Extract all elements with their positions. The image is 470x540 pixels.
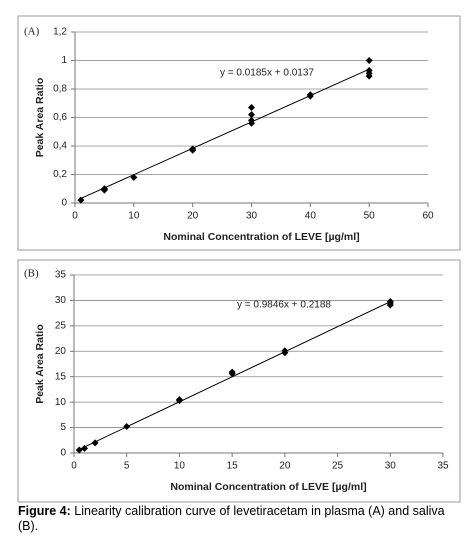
data-point — [365, 57, 373, 64]
y-tick-label: 10 — [55, 397, 67, 408]
data-point — [386, 297, 394, 305]
x-tick-label: 5 — [124, 461, 130, 472]
x-axis-title: Nominal Concentration of LEVE [µg/ml] — [170, 481, 366, 493]
equation: y = 0.0185x + 0.0137 — [220, 68, 314, 79]
y-tick-label: 1 — [61, 55, 67, 66]
x-tick-label: 20 — [187, 211, 199, 222]
x-tick-label: 10 — [128, 211, 140, 222]
y-tick-label: 1,2 — [53, 27, 67, 38]
data-point — [306, 91, 314, 99]
x-tick-label: 60 — [422, 211, 434, 222]
data-point — [281, 347, 289, 355]
y-tick-label: 15 — [55, 371, 67, 382]
x-tick-label: 10 — [174, 461, 186, 472]
caption: Figure 4: Linearity calibration curve of… — [18, 504, 458, 534]
y-tick-label: 20 — [55, 346, 67, 357]
data-point — [365, 66, 373, 74]
data-point — [75, 446, 83, 454]
panel-frame — [17, 259, 461, 503]
x-tick-label: 30 — [385, 461, 397, 472]
caption-label: Figure 4: — [18, 504, 71, 518]
x-tick-label: 0 — [72, 211, 78, 222]
x-tick-label: 35 — [437, 461, 449, 472]
x-tick-label: 0 — [71, 461, 77, 472]
y-tick-label: 0,2 — [53, 169, 67, 180]
y-tick-label: 35 — [55, 270, 67, 281]
panel-label: (A) — [24, 26, 40, 38]
data-point — [175, 396, 183, 404]
trendline — [79, 301, 391, 450]
data-point — [77, 196, 85, 204]
data-point — [123, 423, 131, 431]
y-tick-label: 0 — [60, 448, 66, 459]
equation: y = 0.9846x + 0.2188 — [237, 300, 331, 311]
data-point — [81, 444, 89, 452]
x-tick-label: 50 — [364, 211, 376, 222]
y-tick-label: 25 — [55, 320, 67, 331]
data-point — [100, 185, 108, 193]
y-tick-label: 0,4 — [53, 141, 67, 152]
x-axis-title: Nominal Concentration of LEVE [µg/ml] — [163, 231, 359, 243]
data-point — [91, 439, 99, 447]
y-tick-label: 0,8 — [53, 84, 67, 95]
data-point — [228, 368, 236, 376]
x-tick-label: 30 — [246, 211, 258, 222]
data-point — [248, 104, 255, 112]
y-tick-label: 0 — [61, 198, 67, 209]
x-tick-label: 40 — [305, 211, 317, 222]
y-axis-title: Peak Area Ratio — [34, 78, 46, 158]
panel-frame — [17, 15, 461, 251]
y-axis-title: Peak Area Ratio — [34, 324, 46, 404]
data-point — [130, 173, 138, 181]
y-tick-label: 30 — [55, 295, 67, 306]
data-point — [189, 145, 197, 153]
x-tick-label: 20 — [279, 461, 291, 472]
y-tick-label: 0,6 — [53, 112, 67, 123]
data-point — [248, 116, 255, 124]
y-tick-label: 5 — [60, 422, 66, 433]
x-tick-label: 25 — [332, 461, 344, 472]
panel-label: (B) — [24, 268, 39, 280]
x-tick-label: 15 — [227, 461, 239, 472]
caption-box: Figure 4: Linearity calibration curve of… — [18, 504, 458, 534]
caption-text: Linearity calibration curve of levetirac… — [18, 504, 445, 533]
trendline — [80, 68, 370, 199]
data-point — [248, 111, 255, 119]
